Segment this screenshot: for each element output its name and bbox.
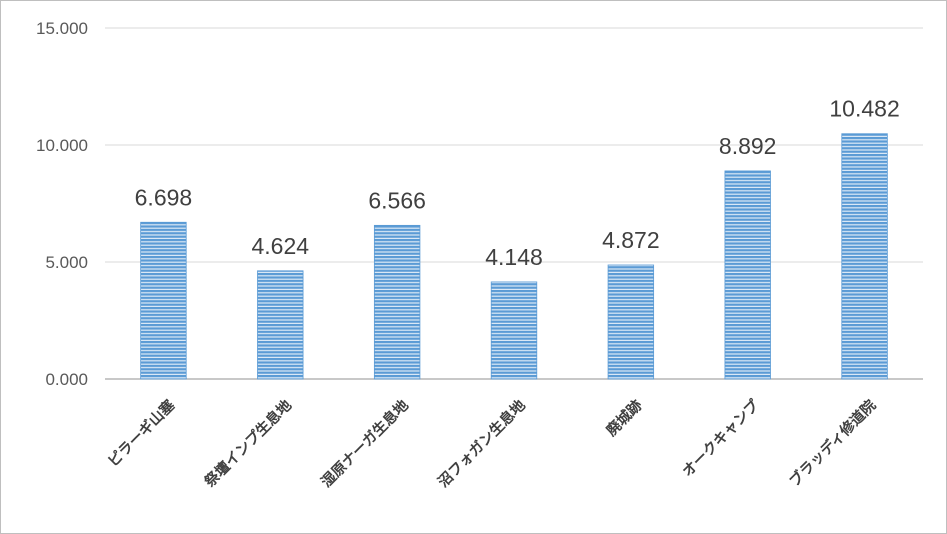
data-label: 6.566 — [368, 187, 426, 213]
data-label: 4.148 — [485, 244, 543, 270]
y-tick-label: 10.000 — [36, 136, 88, 155]
x-tick-label: ブラッディ修道院 — [785, 396, 879, 490]
bar — [373, 224, 421, 380]
data-label: 6.698 — [135, 184, 193, 210]
bar — [140, 221, 187, 380]
bar — [724, 170, 771, 380]
x-tick-label: ピラーギ山塞 — [104, 396, 179, 471]
data-label: 10.482 — [829, 96, 899, 122]
x-tick-label: オークキャンプ — [679, 396, 763, 480]
x-tick-label: 祭壇インプ生息地 — [201, 396, 296, 491]
data-labels: 6.698 4.624 6.566 4.148 4.872 8.892 10.482 — [135, 96, 900, 270]
data-label: 4.624 — [252, 233, 310, 259]
bar — [490, 281, 538, 380]
bar — [841, 133, 888, 380]
bars — [140, 133, 888, 380]
bar — [257, 270, 304, 380]
data-label: 8.892 — [719, 133, 777, 159]
x-axis-category-labels: ピラーギ山塞 祭壇インプ生息地 湿原ナーガ生息地 沼フォガン生息地 廃城跡 オークキャンプ… — [104, 396, 880, 491]
y-tick-label: 5.000 — [45, 253, 88, 272]
data-label: 4.872 — [602, 227, 660, 253]
x-tick-label: 廃城跡 — [602, 396, 646, 440]
bar — [607, 264, 655, 380]
y-tick-label: 0.000 — [45, 370, 88, 389]
x-tick-label: 湿原ナーガ生息地 — [317, 396, 412, 491]
x-tick-label: 沼フォガン生息地 — [434, 396, 529, 491]
y-axis-tick-labels: 0.000 5.000 10.000 15.000 — [36, 19, 88, 389]
y-tick-label: 15.000 — [36, 19, 88, 38]
